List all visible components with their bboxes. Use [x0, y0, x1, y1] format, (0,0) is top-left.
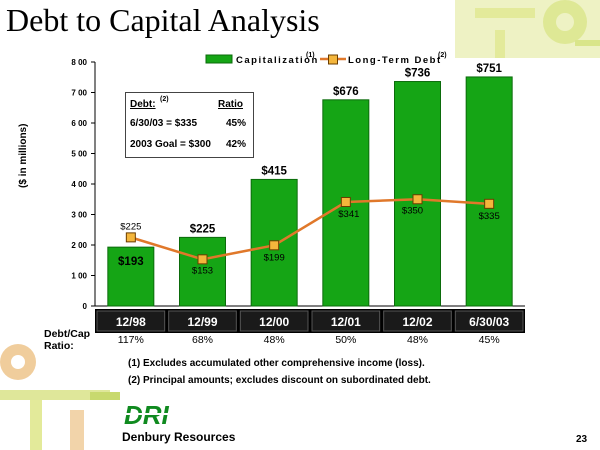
debt-point-marker: [269, 240, 280, 251]
y-tick-label: 0: [83, 302, 88, 311]
category-cell: [311, 310, 381, 332]
y-tick-label: 1 00: [71, 272, 87, 281]
debt-cap-ratio-value: 48%: [263, 334, 285, 346]
debt-point-marker: [484, 198, 495, 209]
footnote: (1) Excludes accumulated other comprehen…: [128, 358, 425, 369]
bar-value-label: $225: [190, 223, 216, 235]
legend-label-capitalization: Capitalization: [236, 55, 319, 66]
line-long-term-debt: [130, 197, 490, 261]
inset-row-label: 6/30/03 = $335: [130, 118, 198, 129]
inset-row-ratio: 42%: [226, 139, 247, 150]
debt-cap-ratio-value: 68%: [191, 334, 213, 346]
debt-value-label: $225: [120, 221, 141, 232]
bar-capitalization: [465, 76, 513, 307]
debt-cap-ratio-value: 48%: [406, 334, 428, 346]
category-cell: [96, 310, 166, 332]
bar-value-label: $415: [261, 165, 287, 177]
y-tick-label: 7 00: [71, 89, 87, 98]
inset-debt-label: Debt:: [130, 99, 156, 110]
inset-row-ratio: 45%: [226, 118, 247, 129]
bar-value-label: $736: [405, 68, 431, 80]
x-tick-label: 12/00: [259, 315, 289, 329]
decorative-valve-art: [0, 300, 130, 450]
debt-value-label: $153: [192, 265, 213, 276]
category-band: [95, 309, 525, 333]
debt-cap-ratio-value: 45%: [478, 334, 500, 346]
y-tick-label: 2 00: [71, 241, 87, 250]
debt-point-marker: [125, 232, 136, 243]
bar-capitalization: [394, 81, 441, 307]
debt-cap-ratio-value: 117%: [117, 334, 144, 346]
debt-point-marker: [340, 196, 351, 207]
y-tick-label: 6 00: [71, 119, 87, 128]
x-tick-label: 12/01: [331, 315, 361, 329]
debt-value-label: $350: [402, 205, 423, 216]
y-tick-label: 3 00: [71, 211, 87, 220]
debt-cap-ratio-value: 50%: [335, 334, 357, 346]
x-tick-label: 6/30/03: [469, 315, 509, 329]
debt-point-marker: [412, 194, 423, 205]
legend-swatch-debt-marker: [328, 54, 338, 65]
legend-swatch-capitalization: [205, 54, 233, 64]
debt-goal-inset: Debt: (2) Ratio 6/30/03 = $335 45% 2003 …: [125, 92, 254, 158]
legend-label-debt: Long-Term Debt: [348, 55, 442, 66]
bar-value-label: $751: [476, 63, 502, 75]
debt-value-label: $335: [479, 211, 500, 222]
category-cell: [168, 310, 237, 332]
footnote: (2) Principal amounts; excludes discount…: [128, 375, 431, 386]
debt-cap-ratio-label: Debt/Cap Ratio:: [44, 328, 91, 352]
debt-value-label: $341: [338, 209, 359, 220]
page-title: Debt to Capital Analysis: [6, 2, 320, 38]
category-cell: [383, 310, 452, 332]
inset-debt-sup: (2): [160, 96, 169, 103]
inset-row-label: 2003 Goal = $300: [130, 139, 211, 150]
bar-capitalization: [107, 246, 155, 307]
category-cell: [454, 310, 524, 332]
x-tick-label: 12/98: [116, 315, 146, 329]
decorative-gear-art: [455, 0, 600, 58]
x-tick-label: 12/02: [402, 315, 432, 329]
inset-ratio-label: Ratio: [218, 99, 243, 110]
x-tick-label: 12/99: [187, 315, 217, 329]
dri-logo: DRI: [122, 400, 202, 428]
y-tick-label: 5 00: [71, 150, 87, 159]
page-number: 23: [576, 434, 588, 445]
bar-value-label: $676: [333, 86, 359, 98]
y-axis-label: ($ in millions): [18, 123, 29, 188]
bar-capitalization: [179, 236, 226, 307]
bar-value-label: $193: [118, 256, 144, 268]
legend-sup: (1): [306, 52, 315, 59]
company-name: Denbury Resources: [122, 430, 236, 444]
y-tick-label: 8 00: [71, 58, 87, 67]
legend-sup: (2): [438, 52, 447, 59]
footnotes: (1) Excludes accumulated other comprehen…: [128, 355, 431, 389]
debt-value-label: $199: [264, 252, 285, 263]
y-tick-label: 4 00: [71, 180, 87, 189]
debt-point-marker: [197, 254, 208, 265]
category-cell: [239, 310, 309, 332]
